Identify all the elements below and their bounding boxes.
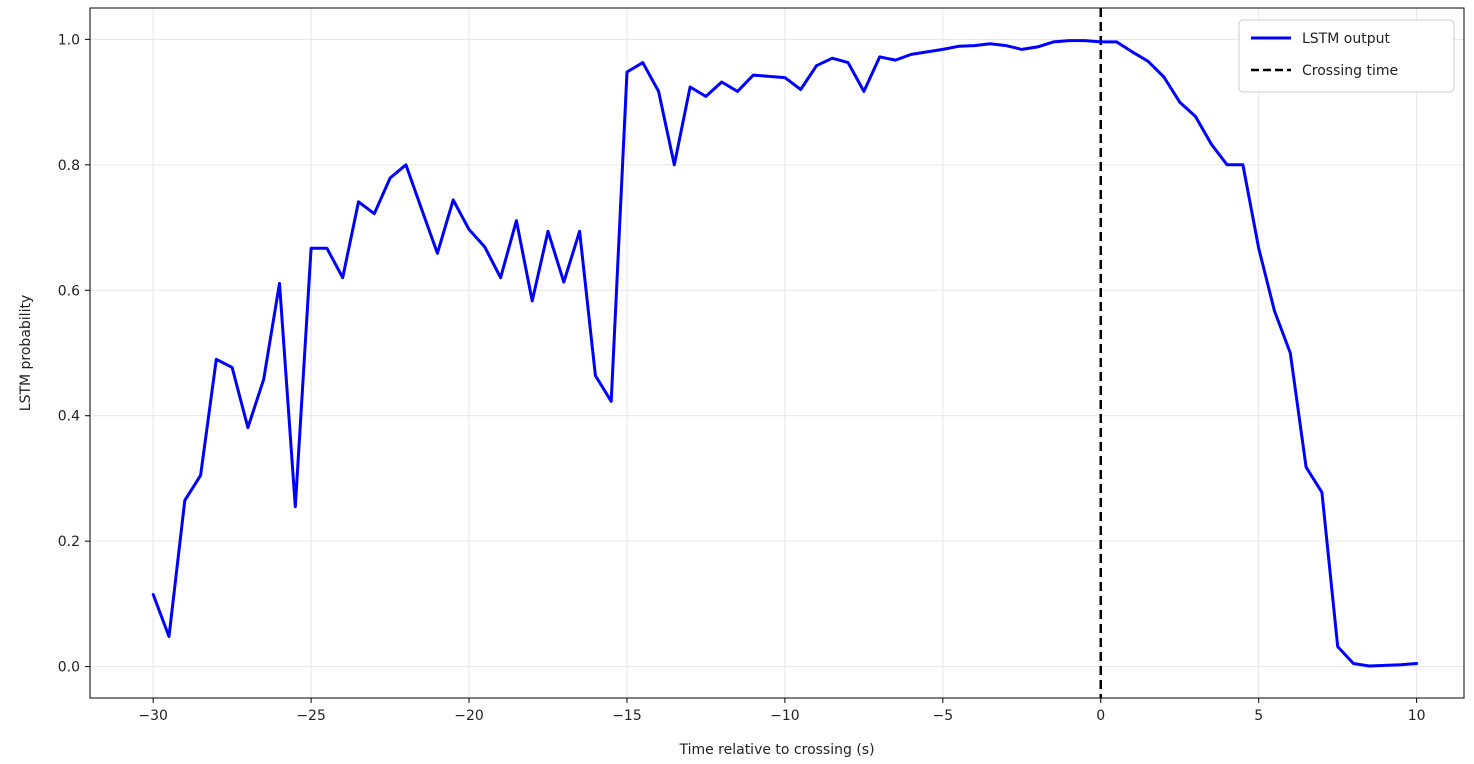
legend-lstm-output-label: LSTM output [1302, 31, 1390, 47]
lstm-output-line [151, 39, 1419, 668]
y-ticks: 0.0 0.2 0.4 0.6 0.8 1.0 [58, 32, 90, 676]
x-tick-label: 5 [1254, 708, 1263, 724]
series-layer [151, 39, 1419, 668]
y-axis-label: LSTM probability [18, 295, 34, 411]
x-ticks: −30 −25 −20 −15 −10 −5 0 5 10 [138, 698, 1426, 724]
x-tick-label: 0 [1096, 708, 1105, 724]
x-tick-label: 10 [1408, 708, 1426, 724]
plot-frame [89, 7, 1465, 699]
y-tick-label: 0.0 [58, 660, 80, 676]
x-tick-label: −5 [933, 708, 954, 724]
y-tick-label: 0.8 [58, 158, 80, 174]
y-tick-label: 0.6 [58, 283, 80, 299]
x-tick-label: −25 [296, 708, 326, 724]
legend-box [1238, 19, 1455, 93]
y-tick-label: 0.2 [58, 534, 80, 550]
y-tick-label: 0.4 [58, 409, 80, 425]
y-tick-label: 1.0 [58, 32, 80, 48]
x-tick-label: −10 [770, 708, 800, 724]
plot-background [90, 8, 1464, 698]
x-tick-label: −15 [612, 708, 642, 724]
x-tick-label: −20 [454, 708, 484, 724]
x-axis-label: Time relative to crossing (s) [678, 742, 874, 758]
legend: LSTM output Crossing time [1238, 19, 1455, 93]
legend-crossing-time-label: Crossing time [1302, 63, 1398, 79]
x-tick-label: −30 [138, 708, 168, 724]
